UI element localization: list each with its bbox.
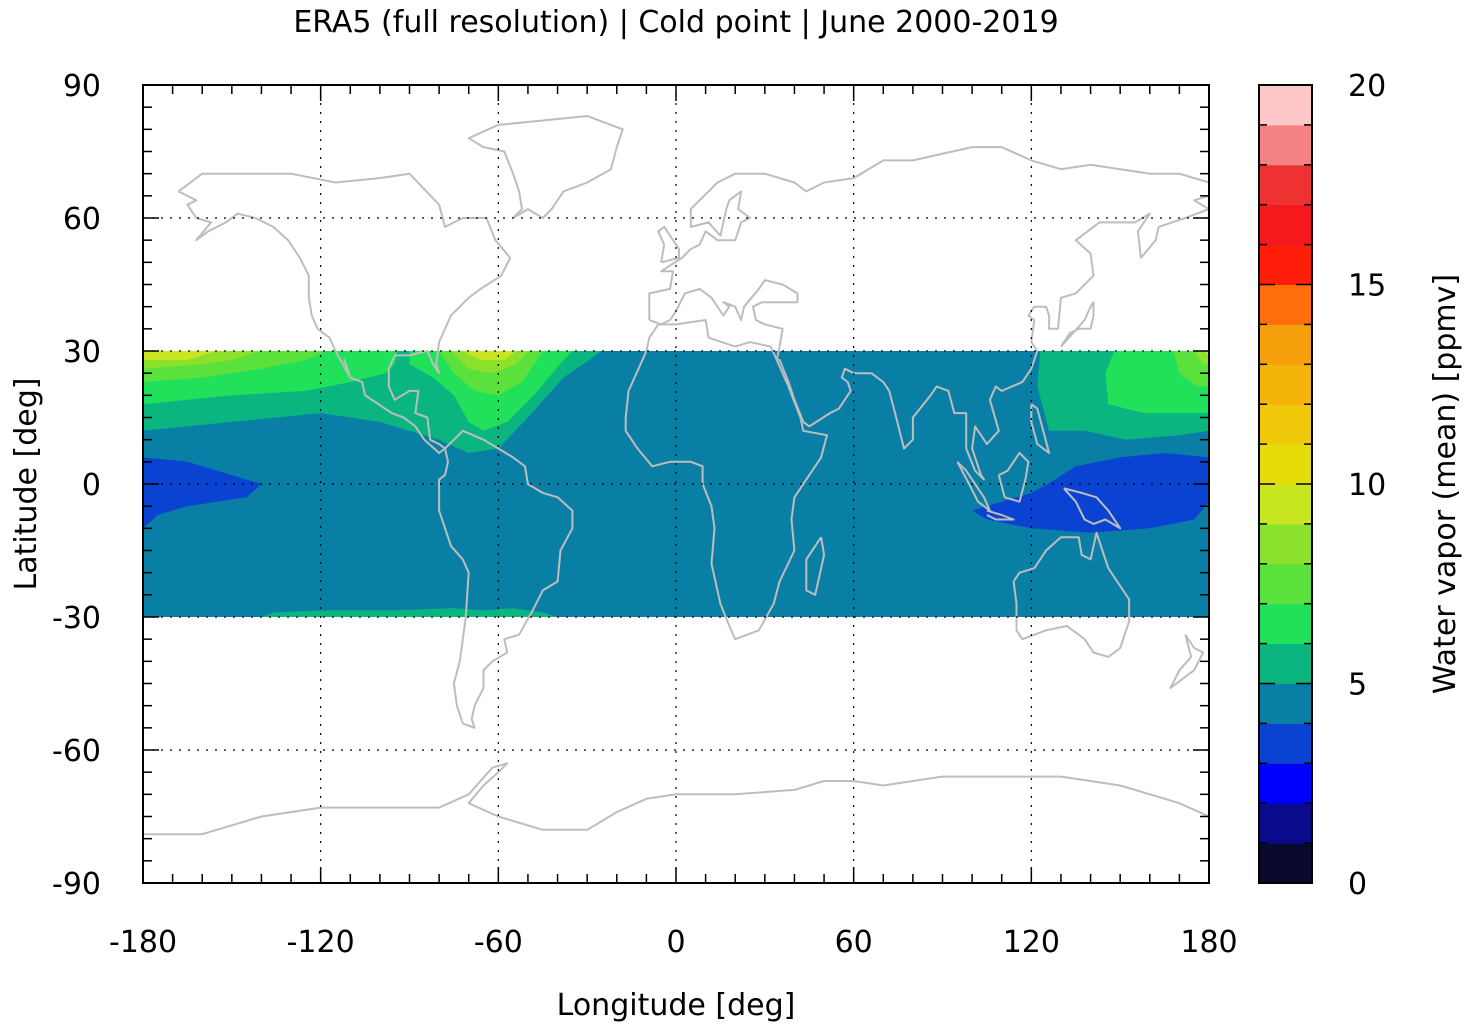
y-tick-label: 30: [63, 335, 101, 370]
x-axis-tick-labels: -180 -120 -60 0 60 120 180: [109, 925, 1238, 960]
colorbar-level-18: [1259, 124, 1312, 166]
colorbar-frame: [1258, 84, 1313, 884]
coastline-antarctica: [143, 762, 1210, 836]
x-tick-label: 180: [1180, 925, 1237, 960]
heat-region-8: [462, 351, 517, 360]
y-tick-label: -60: [52, 734, 101, 769]
x-tick-label: -120: [287, 925, 355, 960]
colorbar-tick-label: 10: [1348, 468, 1386, 503]
colorbar-level-11: [1259, 404, 1312, 445]
coastline-japan: [1060, 301, 1095, 348]
coastline-philippines: [1030, 403, 1051, 454]
plot-frame: [142, 84, 1210, 884]
colorbar-level-13: [1259, 324, 1312, 365]
y-axis-tick-labels: -90 -60 -30 0 30 60 90: [52, 69, 101, 902]
coastline-greenland: [467, 115, 624, 219]
y-tick-label: -90: [52, 867, 101, 902]
colorbar-level-1: [1259, 803, 1312, 844]
coastline-north-america: [177, 172, 512, 454]
colorbar-level-7: [1259, 563, 1312, 605]
coastline-eurasia: [648, 146, 1210, 481]
heat-region-14: [261, 608, 558, 617]
y-tick-label: 0: [82, 468, 101, 503]
colorbar-level-17: [1259, 164, 1312, 206]
y-tick-label: 90: [63, 69, 101, 104]
coastline-australia: [1012, 531, 1131, 658]
colorbar-level-16: [1259, 204, 1312, 246]
heat-region-15: [143, 457, 262, 529]
colorbar-level-2: [1259, 763, 1312, 804]
colorbar-tick-label: 20: [1348, 69, 1386, 104]
colorbar: 0 5 10 15 20 Water vapor (mean) [ppmv]: [1258, 69, 1463, 902]
colorbar-title: Water vapor (mean) [ppmv]: [1428, 274, 1463, 694]
colorbar-tick-label: 15: [1348, 269, 1386, 304]
chart-title: ERA5 (full resolution) | Cold point | Ju…: [293, 5, 1058, 40]
coastline-madagascar: [805, 536, 826, 596]
coastline-uk: [657, 225, 680, 264]
colorbar-level-15: [1259, 244, 1312, 285]
y-axis-title: Latitude [deg]: [9, 378, 44, 591]
coastline-java: [986, 509, 1015, 521]
plot-area: [142, 84, 1210, 884]
x-tick-label: 120: [1003, 925, 1060, 960]
colorbar-level-0: [1259, 843, 1312, 884]
colorbar-level-6: [1259, 603, 1312, 645]
gridlines: [143, 85, 1209, 883]
colorbar-level-8: [1259, 523, 1312, 565]
x-tick-label: 60: [835, 925, 873, 960]
colorbar-level-12: [1259, 364, 1312, 405]
colorbar-tick-labels: 0 5 10 15 20: [1348, 69, 1386, 902]
coastline-borneo: [997, 452, 1030, 503]
y-tick-label: 60: [63, 202, 101, 237]
coastline-new-guinea: [1063, 487, 1122, 530]
colorbar-level-5: [1259, 643, 1312, 684]
coastline-new-zealand: [1169, 634, 1205, 689]
x-axis-title: Longitude [deg]: [557, 988, 796, 1023]
x-tick-label: 0: [666, 925, 685, 960]
y-tick-label: -30: [52, 601, 101, 636]
heat-region-7: [143, 351, 217, 360]
coastline-africa-eurasia: [624, 319, 828, 641]
heat-region-11: [1173, 351, 1209, 387]
heat-region-12: [1194, 351, 1209, 365]
colorbar-level-4: [1259, 683, 1312, 724]
colorbar-level-3: [1259, 723, 1312, 764]
colorbar-levels: [1259, 85, 1312, 884]
heat-region-16: [972, 453, 1209, 533]
colorbar-level-14: [1259, 284, 1312, 325]
x-tick-label: -60: [474, 925, 523, 960]
x-tick-label: -180: [109, 925, 177, 960]
coastline-south-america: [438, 429, 574, 729]
heat-region-13: [1203, 351, 1209, 356]
coastlines: [143, 115, 1210, 836]
colorbar-tick-label: 0: [1348, 867, 1367, 902]
colorbar-level-10: [1259, 444, 1312, 485]
colorbar-level-19: [1259, 85, 1312, 126]
colorbar-level-9: [1259, 484, 1312, 525]
colorbar-tick-label: 5: [1348, 668, 1367, 703]
